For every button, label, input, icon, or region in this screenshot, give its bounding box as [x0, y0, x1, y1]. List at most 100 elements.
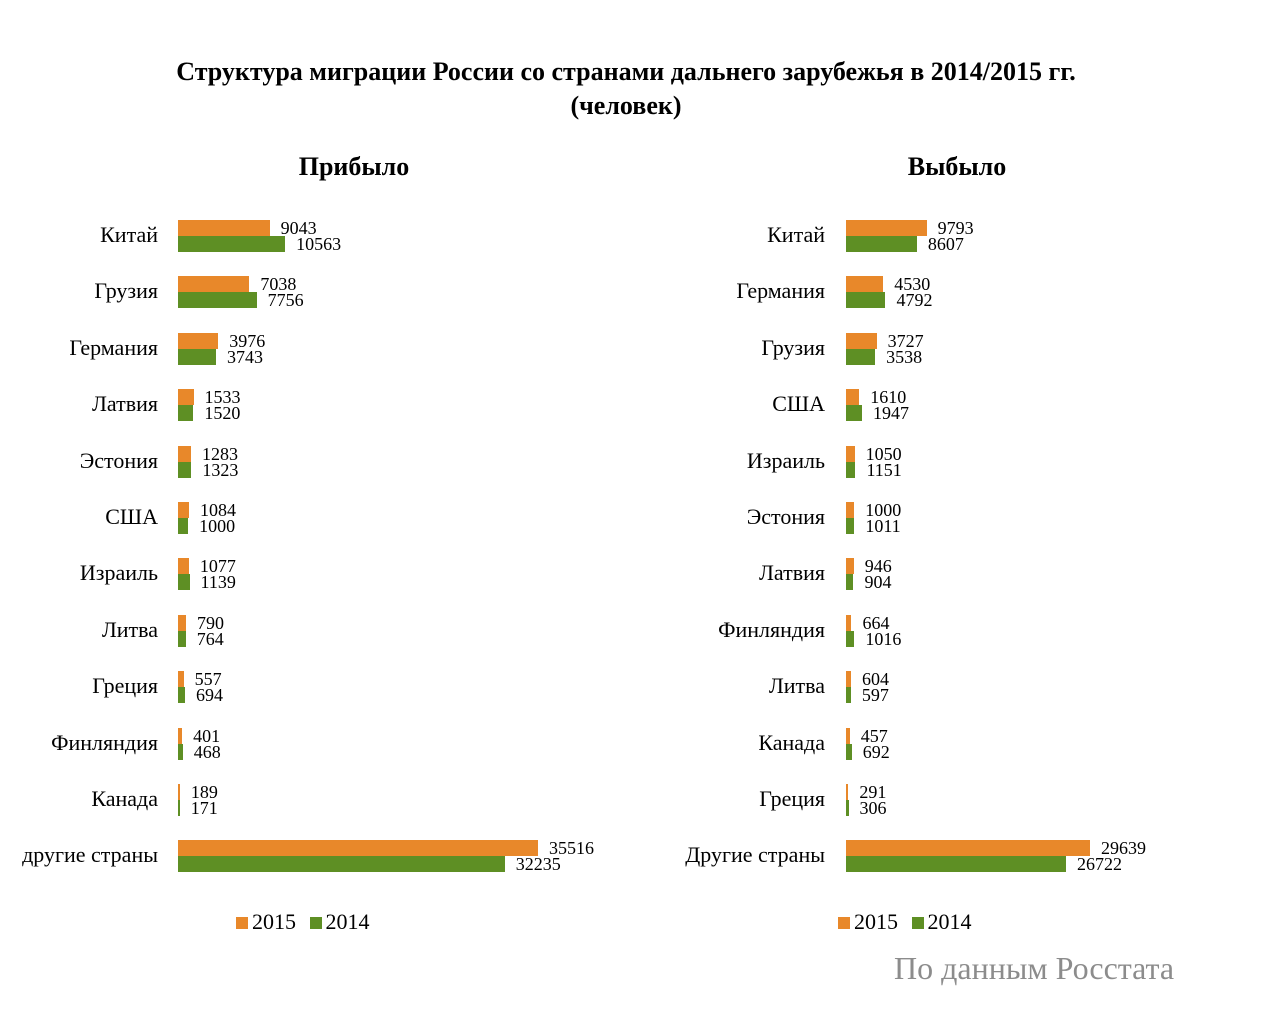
bar-2015 — [846, 784, 849, 800]
value-label-2014: 692 — [862, 741, 890, 762]
legend-item-2015: 2015 — [236, 909, 296, 935]
bar-2014 — [846, 518, 855, 534]
legend-item-2014: 2014 — [911, 909, 972, 935]
bar-2015 — [846, 220, 927, 236]
value-label-2015: 4530 — [894, 274, 931, 295]
bar-2015 — [178, 276, 250, 293]
bar-2014 — [846, 800, 849, 816]
bar-2015 — [846, 502, 855, 518]
value-label-2014: 3538 — [886, 346, 923, 367]
bar-2014 — [846, 236, 917, 252]
bar-2014 — [846, 574, 854, 591]
value-label-2015: 790 — [197, 612, 224, 633]
category-label: Китай — [100, 222, 158, 247]
bar-2014 — [846, 743, 852, 760]
legend-label-2015: 2015 — [854, 909, 898, 934]
category-label: Другие страны — [685, 842, 825, 868]
category-label: Израиль — [746, 447, 825, 473]
value-label-2015: 1000 — [865, 500, 902, 520]
chart-title-line2: (человек) — [570, 91, 682, 120]
value-label-2015: 9043 — [280, 218, 317, 238]
category-label: Латвия — [758, 560, 825, 586]
departures-legend: 2015 2014 — [838, 909, 980, 935]
value-label-2014: 764 — [196, 628, 224, 649]
legend-item-2014: 2014 — [309, 909, 370, 935]
bar-2014 — [846, 687, 851, 704]
legend-item-2015: 2015 — [838, 909, 898, 935]
category-label: Германия — [69, 334, 158, 360]
bar-2014 — [178, 292, 257, 309]
value-label-2015: 29639 — [1101, 838, 1146, 859]
legend-swatch-2015 — [236, 917, 248, 929]
value-label-2015: 1283 — [202, 443, 238, 464]
value-label-2015: 1533 — [204, 387, 241, 408]
category-label: Литва — [101, 616, 158, 642]
bar-2014 — [846, 630, 855, 647]
bar-2014 — [178, 461, 192, 478]
category-label: Греция — [92, 673, 158, 699]
bar-2014 — [178, 236, 286, 252]
category-label: Финляндия — [718, 616, 825, 642]
bar-2015 — [178, 727, 183, 744]
legend-label-2014: 2014 — [927, 909, 972, 934]
value-label-2015: 1084 — [199, 500, 236, 520]
bar-2015 — [178, 332, 219, 349]
value-label-2014: 904 — [864, 572, 892, 593]
bar-2014 — [178, 348, 216, 365]
chart-title: Структура миграции России со странами да… — [0, 55, 1252, 123]
bar-2015 — [178, 558, 189, 575]
bar-2014 — [178, 574, 190, 591]
value-label-2015: 3727 — [887, 330, 924, 351]
value-label-2015: 457 — [860, 725, 888, 746]
bar-2015 — [178, 502, 189, 518]
bar-2015 — [178, 220, 270, 236]
bar-2014 — [846, 405, 863, 422]
value-label-2015: 1610 — [870, 387, 907, 408]
arrivals-legend: 2015 2014 — [236, 909, 378, 935]
value-label-2014: 1520 — [204, 403, 241, 424]
value-label-2014: 8607 — [927, 234, 964, 254]
category-label: Финляндия — [51, 729, 158, 755]
bar-2015 — [178, 784, 180, 800]
value-label-2014: 3743 — [226, 346, 263, 367]
bar-2014 — [178, 518, 189, 534]
bar-2015 — [178, 671, 184, 688]
bar-2014 — [178, 856, 505, 873]
value-label-2015: 1077 — [199, 556, 236, 577]
legend-label-2015: 2015 — [252, 909, 296, 934]
bar-2014 — [178, 405, 194, 422]
bar-2014 — [178, 743, 183, 760]
bar-2014 — [178, 800, 180, 816]
bar-2015 — [846, 389, 860, 406]
category-label: Эстония — [746, 504, 825, 529]
category-label: Израиль — [79, 560, 158, 586]
value-label-2015: 35516 — [549, 838, 594, 859]
bar-2014 — [846, 292, 886, 309]
bar-2014 — [846, 856, 1066, 873]
bar-2014 — [178, 687, 186, 704]
value-label-2014: 694 — [196, 685, 224, 706]
value-label-2015: 291 — [859, 782, 887, 802]
category-label: Греция — [759, 786, 825, 811]
value-label-2014: 1947 — [873, 403, 910, 424]
category-label: Эстония — [79, 447, 158, 473]
value-label-2014: 1151 — [866, 459, 902, 480]
value-label-2014: 1000 — [199, 516, 236, 536]
value-label-2014: 26722 — [1076, 854, 1122, 875]
bar-2014 — [178, 630, 186, 647]
legend-label-2014: 2014 — [325, 909, 370, 934]
category-label: другие страны — [22, 842, 158, 868]
value-label-2014: 32235 — [515, 854, 561, 875]
value-label-2014: 468 — [193, 741, 221, 762]
bar-2015 — [178, 614, 186, 631]
value-label-2014: 1011 — [865, 516, 901, 536]
value-label-2015: 401 — [193, 725, 221, 746]
bar-2015 — [178, 445, 191, 462]
value-label-2015: 9793 — [937, 218, 974, 238]
category-label: Грузия — [94, 278, 158, 304]
chart-title-line1: Структура миграции России со странами да… — [176, 57, 1076, 86]
category-label: Латвия — [91, 391, 158, 417]
bar-2015 — [178, 389, 194, 406]
